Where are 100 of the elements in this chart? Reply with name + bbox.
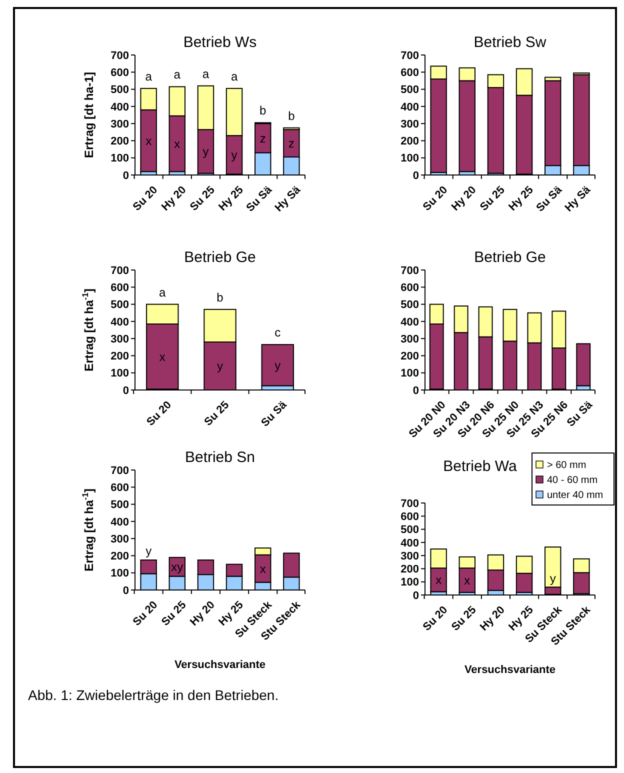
x-tick-label: Hy 20 (188, 599, 218, 628)
data-label: x (260, 562, 266, 576)
y-tick-label: 100 (400, 152, 419, 165)
total-label: a (159, 285, 166, 300)
x-tick-label: Hy 20 (159, 184, 189, 214)
y-tick-label: 600 (110, 282, 129, 294)
y-tick-label: 300 (400, 550, 419, 562)
x-tick-label: Hy Sä (272, 183, 304, 214)
y-tick-label: 0 (122, 584, 129, 597)
y-tick-label: 200 (110, 550, 129, 563)
y-tick-label: 600 (400, 510, 419, 523)
y-tick-label: 700 (400, 264, 419, 277)
y-tick-label: 100 (110, 368, 129, 380)
x-tick-label: Su 20 (420, 604, 450, 634)
y-tick-label: 700 (110, 464, 129, 477)
y-tick-label: 500 (400, 524, 419, 536)
y-tick-label: 500 (110, 84, 129, 96)
y-tick-label: 400 (110, 516, 129, 528)
legend-label: > 60 mm (547, 460, 586, 471)
y-tick-label: 200 (400, 564, 419, 576)
y-tick-label: 600 (110, 482, 129, 494)
y-tick-label: 400 (110, 316, 129, 328)
caption: Abb. 1: Zwiebelerträge in den Betrieben. (28, 687, 279, 703)
y-tick-label: 200 (110, 350, 129, 363)
chart-title: Betrieb Ge (184, 249, 256, 266)
y-tick-label: 700 (400, 498, 419, 510)
chart-title: Betrieb Sn (184, 449, 256, 466)
data-label: z (288, 136, 294, 150)
total-label: a (174, 68, 181, 82)
x-tick-label: Su 20 (144, 399, 174, 428)
y-tick-label: 0 (412, 590, 419, 602)
y-tick-label: 0 (122, 384, 129, 397)
total-label: b (216, 290, 224, 304)
data-label: y (217, 359, 223, 374)
x-tick-label: Su 25 (188, 184, 218, 214)
data-label: y (202, 144, 209, 159)
y-tick-label: 0 (412, 384, 419, 397)
chart-title: Betrieb Ws (183, 34, 257, 51)
x-tick-label: Su Sä (534, 183, 566, 214)
y-tick-label: 600 (110, 66, 129, 79)
x-tick-label: Su 20 (130, 184, 160, 214)
y-tick-label: 100 (400, 576, 419, 589)
data-label: x (464, 573, 470, 588)
y-tick-label: 200 (400, 136, 419, 148)
y-tick-label: 200 (110, 136, 129, 148)
y-tick-label: 700 (110, 264, 129, 277)
y-tick-label: 500 (400, 299, 419, 312)
y-tick-label: 700 (400, 50, 419, 62)
y-tick-label: 400 (110, 101, 129, 114)
x-axis-title: Versuchsvariante (174, 659, 266, 671)
chart-title: Betrieb Wa (443, 458, 518, 475)
x-axis-title: Versuchsvariante (464, 664, 556, 676)
y-tick-label: 700 (110, 50, 129, 62)
y-tick-label: 500 (110, 499, 129, 512)
x-tick-label: Su 25 (159, 599, 189, 628)
x-tick-label: Su 20 (420, 184, 450, 214)
data-label: x (436, 573, 442, 588)
x-tick-label: Su 25 (202, 399, 232, 428)
total-label: a (202, 66, 210, 81)
y-tick-label: 0 (412, 170, 419, 182)
data-label: xy (171, 560, 184, 574)
y-tick-label: 100 (110, 568, 129, 580)
y-tick-label: 0 (122, 170, 129, 182)
y-tick-label: 100 (400, 368, 419, 380)
y-tick-label: 600 (400, 282, 419, 294)
y-tick-label: 500 (110, 299, 129, 312)
x-tick-label: Hy Sä (562, 183, 594, 214)
total-label: b (288, 108, 296, 123)
data-label: y (274, 358, 281, 372)
chart-title: Betrieb Sw (474, 34, 546, 51)
x-tick-label: Hy 20 (449, 184, 479, 214)
y-axis-title: Ertrag [dt ha-1] (82, 72, 96, 158)
x-tick-label: Su 25 (449, 604, 479, 634)
x-tick-label: Su 20 (130, 599, 160, 628)
data-label: y (146, 544, 152, 558)
total-label: c (274, 326, 281, 340)
y-tick-label: 600 (400, 66, 419, 79)
x-tick-label: Hy 20 (478, 604, 508, 634)
y-tick-label: 400 (400, 316, 419, 328)
y-tick-label: 300 (400, 333, 419, 346)
chart-title: Betrieb Ge (474, 249, 546, 266)
x-tick-label: Su 25 (478, 184, 508, 214)
data-label: y (231, 148, 238, 162)
data-label: y (550, 571, 556, 586)
y-tick-label: 400 (400, 101, 419, 114)
y-tick-label: 400 (400, 537, 419, 550)
legend-label: unter 40 mm (547, 490, 604, 501)
y-tick-label: 100 (110, 152, 129, 165)
data-label: x (159, 350, 166, 364)
y-tick-label: 300 (400, 118, 419, 130)
x-tick-label: Hy 25 (506, 184, 536, 214)
y-tick-label: 200 (400, 350, 419, 363)
total-label: b (260, 104, 267, 118)
legend-label: 40 - 60 mm (547, 475, 598, 486)
data-label: x (174, 136, 180, 151)
y-tick-label: 300 (110, 118, 129, 130)
x-tick-label: Su Sä (244, 183, 276, 214)
data-label: z (260, 131, 266, 146)
x-tick-label: Su Sä (259, 398, 290, 430)
y-tick-label: 300 (110, 533, 129, 546)
